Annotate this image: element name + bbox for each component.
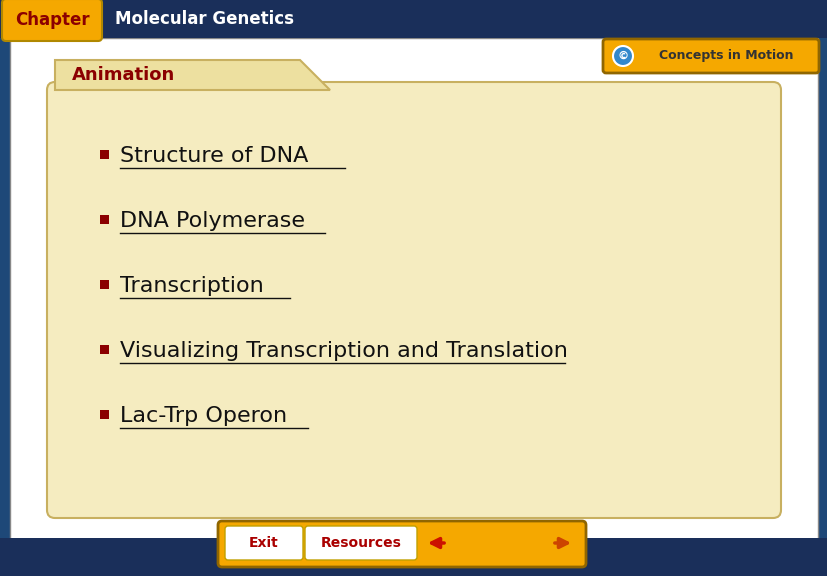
Text: Lac-Trp Operon: Lac-Trp Operon <box>120 406 287 426</box>
FancyBboxPatch shape <box>100 215 109 224</box>
FancyBboxPatch shape <box>2 0 102 41</box>
Text: Molecular Genetics: Molecular Genetics <box>115 10 294 28</box>
FancyBboxPatch shape <box>218 521 586 567</box>
Circle shape <box>612 46 632 66</box>
FancyBboxPatch shape <box>304 526 417 560</box>
Text: Transcription: Transcription <box>120 276 264 296</box>
Text: Exit: Exit <box>249 536 279 550</box>
Polygon shape <box>55 60 330 90</box>
Text: Visualizing Transcription and Translation: Visualizing Transcription and Translatio… <box>120 341 567 361</box>
Text: ©: © <box>617 51 628 61</box>
FancyBboxPatch shape <box>0 0 827 38</box>
FancyBboxPatch shape <box>225 526 303 560</box>
FancyBboxPatch shape <box>100 280 109 289</box>
Text: Resources: Resources <box>320 536 401 550</box>
Text: Concepts in Motion: Concepts in Motion <box>658 50 792 63</box>
FancyBboxPatch shape <box>100 150 109 159</box>
Text: Structure of DNA: Structure of DNA <box>120 146 308 166</box>
Text: Chapter: Chapter <box>15 11 89 29</box>
FancyBboxPatch shape <box>47 82 780 518</box>
FancyBboxPatch shape <box>10 38 817 540</box>
FancyBboxPatch shape <box>0 538 827 576</box>
FancyBboxPatch shape <box>602 39 818 73</box>
FancyBboxPatch shape <box>100 410 109 419</box>
Text: Animation: Animation <box>72 66 175 84</box>
FancyBboxPatch shape <box>100 345 109 354</box>
Text: DNA Polymerase: DNA Polymerase <box>120 211 304 231</box>
